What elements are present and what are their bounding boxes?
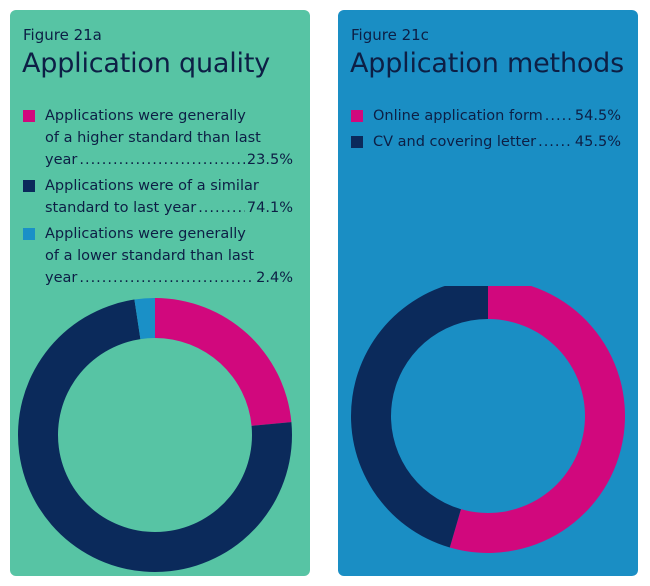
donut-slice-1 bbox=[449, 286, 625, 553]
legend-item-cv-letter: CV and covering letter 45.5% bbox=[351, 131, 621, 153]
legend-value: 23.5% bbox=[246, 152, 293, 168]
legend-text-line: Online application form 54.5% bbox=[373, 105, 621, 127]
legend-swatch bbox=[351, 110, 363, 122]
legend-swatch bbox=[351, 136, 363, 148]
legend-swatch bbox=[23, 110, 35, 122]
chart-title: Application quality bbox=[22, 48, 271, 79]
figure-label: Figure 21c bbox=[351, 26, 429, 44]
donut-chart-application-methods bbox=[351, 286, 625, 553]
legend-item-similar-standard: Applications were of a similar standard … bbox=[23, 175, 293, 219]
legend-value: 2.4% bbox=[256, 270, 293, 286]
legend-item-online-form: Online application form 54.5% bbox=[351, 105, 621, 127]
legend-text-line: Applications were generally bbox=[45, 226, 246, 242]
legend-item-lower-standard: Applications were generally of a lower s… bbox=[23, 223, 293, 289]
chart-panel-application-methods: Figure 21c Application methods Online ap… bbox=[338, 10, 638, 576]
chart-title: Application methods bbox=[350, 48, 624, 79]
legend-swatch bbox=[23, 228, 35, 240]
donut-chart-application-quality bbox=[18, 298, 292, 572]
donut-slice-2 bbox=[18, 299, 292, 572]
legend-value: 45.5% bbox=[574, 134, 621, 150]
legend: Online application form 54.5% CV and cov… bbox=[351, 105, 621, 157]
legend-item-higher-standard: Applications were generally of a higher … bbox=[23, 105, 293, 171]
legend-text-line: CV and covering letter 45.5% bbox=[373, 131, 621, 153]
donut-slice-1 bbox=[155, 298, 292, 426]
legend: Applications were generally of a higher … bbox=[23, 105, 293, 293]
legend-text-line: year 23.5% bbox=[45, 149, 293, 171]
legend-value: 54.5% bbox=[574, 108, 621, 124]
donut-slice-2 bbox=[351, 286, 488, 548]
legend-text-line: year 2.4% bbox=[45, 267, 293, 289]
legend-value: 74.1% bbox=[246, 200, 293, 216]
legend-text-line: standard to last year 74.1% bbox=[45, 197, 293, 219]
donut-slice-3 bbox=[134, 298, 155, 340]
legend-text-line: of a lower standard than last bbox=[45, 248, 254, 264]
legend-text-line: Applications were of a similar bbox=[45, 178, 259, 194]
legend-text-line: of a higher standard than last bbox=[45, 130, 261, 146]
legend-swatch bbox=[23, 180, 35, 192]
chart-panel-application-quality: Figure 21a Application quality Applicati… bbox=[10, 10, 310, 576]
figure-label: Figure 21a bbox=[23, 26, 102, 44]
legend-text-line: Applications were generally bbox=[45, 108, 246, 124]
